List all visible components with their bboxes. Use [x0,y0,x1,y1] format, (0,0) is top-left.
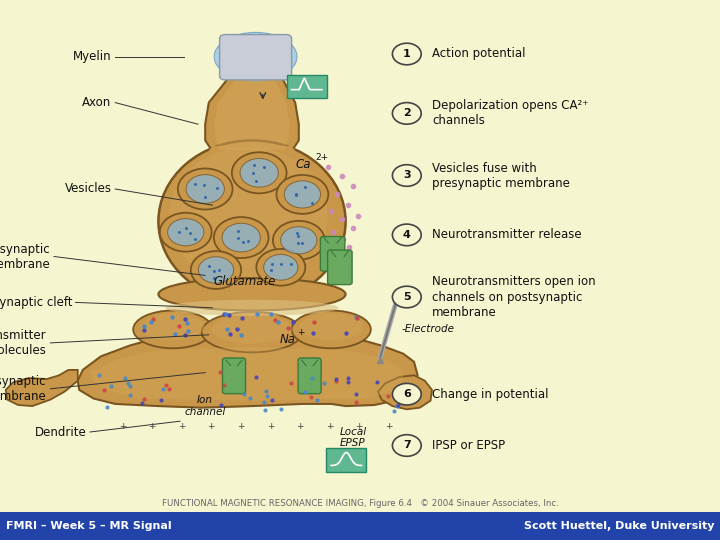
Text: +: + [207,422,215,431]
Text: Neurotransmitter release: Neurotransmitter release [432,228,582,241]
Text: Depolarization opens CA²⁺
channels: Depolarization opens CA²⁺ channels [432,99,588,127]
Text: +: + [148,422,156,431]
Text: Scott Huettel, Duke University: Scott Huettel, Duke University [523,521,714,531]
Circle shape [178,168,233,210]
FancyBboxPatch shape [287,75,327,98]
Text: Glutamate: Glutamate [214,275,276,288]
Circle shape [222,223,261,252]
Text: IPSP or EPSP: IPSP or EPSP [432,439,505,452]
Text: Synaptic cleft: Synaptic cleft [0,296,72,309]
Polygon shape [205,76,299,151]
Circle shape [199,256,233,283]
Text: Presynaptic
membrane: Presynaptic membrane [0,242,50,271]
Text: Action potential: Action potential [432,48,526,60]
Ellipse shape [215,32,297,81]
Polygon shape [378,375,432,409]
FancyBboxPatch shape [298,358,321,394]
Text: Local
EPSP: Local EPSP [339,427,366,448]
Circle shape [256,249,305,286]
Text: +: + [178,422,185,431]
Ellipse shape [225,39,287,74]
Polygon shape [78,335,418,408]
FancyBboxPatch shape [222,358,246,394]
Circle shape [273,221,325,260]
Text: +: + [385,422,392,431]
FancyBboxPatch shape [328,250,352,285]
Circle shape [392,435,421,456]
Text: +: + [119,422,126,431]
Ellipse shape [212,315,292,343]
Circle shape [392,286,421,308]
Circle shape [392,103,421,124]
Circle shape [281,227,317,254]
FancyBboxPatch shape [326,448,366,472]
Text: Change in potential: Change in potential [432,388,549,401]
Circle shape [264,254,298,280]
FancyBboxPatch shape [220,35,292,80]
Circle shape [191,251,241,289]
Text: +: + [266,422,274,431]
Text: -Electrode: -Electrode [402,325,455,334]
Ellipse shape [158,140,346,302]
Text: Dendrite: Dendrite [35,426,86,438]
Text: 3: 3 [403,171,410,180]
Text: 4: 4 [403,230,410,240]
Circle shape [276,175,328,214]
Text: Vesicles: Vesicles [65,183,112,195]
Circle shape [392,165,421,186]
Ellipse shape [141,313,204,340]
Text: Neurotransmitter
molecules: Neurotransmitter molecules [0,329,47,357]
Text: Ca: Ca [295,158,311,171]
Circle shape [392,224,421,246]
Ellipse shape [230,43,281,71]
FancyBboxPatch shape [0,512,720,540]
Ellipse shape [166,300,338,316]
FancyBboxPatch shape [320,237,345,271]
Circle shape [168,219,204,246]
Circle shape [160,213,212,252]
Ellipse shape [220,36,292,78]
Text: +: + [326,422,333,431]
Circle shape [284,181,320,208]
Polygon shape [90,347,403,401]
Circle shape [214,217,269,258]
Text: 7: 7 [403,441,410,450]
Circle shape [392,43,421,65]
Text: Postsynaptic
membrane: Postsynaptic membrane [0,375,47,403]
Text: FUNCTIONAL MAGNETIC RESONANCE IMAGING, Figure 6.4   © 2004 Sinauer Associates, I: FUNCTIONAL MAGNETIC RESONANCE IMAGING, F… [161,499,559,508]
Text: 5: 5 [403,292,410,302]
Circle shape [240,158,279,187]
Text: 2: 2 [403,109,410,118]
Ellipse shape [300,313,363,340]
Text: 2+: 2+ [315,153,328,162]
Ellipse shape [169,147,328,285]
Text: +: + [356,422,363,431]
Circle shape [186,174,225,204]
Ellipse shape [158,278,346,310]
Text: +: + [296,422,304,431]
Text: Axon: Axon [82,96,112,109]
Text: FMRI – Week 5 – MR Signal: FMRI – Week 5 – MR Signal [6,521,171,531]
Circle shape [392,383,421,405]
Text: +: + [297,328,304,337]
Circle shape [232,152,287,193]
Text: Neurotransmitters open ion
channels on postsynaptic
membrane: Neurotransmitters open ion channels on p… [432,275,595,319]
Text: 1: 1 [403,49,410,59]
Text: Na: Na [279,333,295,346]
Text: 6: 6 [403,389,410,399]
Polygon shape [215,77,289,150]
Polygon shape [194,146,310,173]
Polygon shape [6,370,78,406]
Text: Ion
channel: Ion channel [184,395,226,417]
Ellipse shape [292,310,371,348]
Text: Myelin: Myelin [73,50,112,63]
Text: +: + [237,422,245,431]
Text: Vesicles fuse with
presynaptic membrane: Vesicles fuse with presynaptic membrane [432,161,570,190]
Ellipse shape [133,310,212,348]
Ellipse shape [202,312,302,352]
